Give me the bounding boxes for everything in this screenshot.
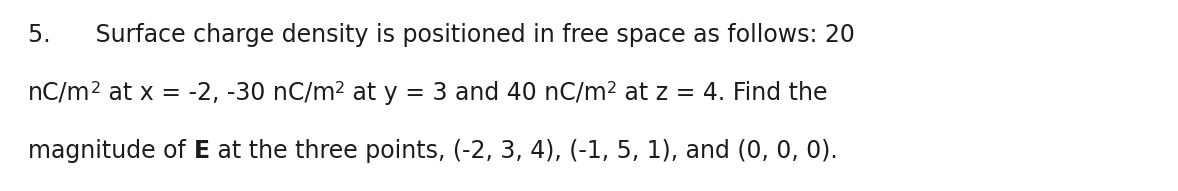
Text: at x = -2, -30 nC/m: at x = -2, -30 nC/m [100,81,335,105]
Text: 5.      Surface charge density is positioned in free space as follows: 20: 5. Surface charge density is positioned … [28,23,855,47]
Text: 2: 2 [335,81,345,96]
Text: 2: 2 [607,81,617,96]
Text: E: E [193,139,210,163]
Text: at the three points, (-2, 3, 4), (-1, 5, 1), and (0, 0, 0).: at the three points, (-2, 3, 4), (-1, 5,… [210,139,838,163]
Text: nC/m: nC/m [28,81,91,105]
Text: magnitude of: magnitude of [28,139,193,163]
Text: at z = 4. Find the: at z = 4. Find the [617,81,827,105]
Text: at y = 3 and 40 nC/m: at y = 3 and 40 nC/m [345,81,607,105]
Text: 2: 2 [91,81,100,96]
